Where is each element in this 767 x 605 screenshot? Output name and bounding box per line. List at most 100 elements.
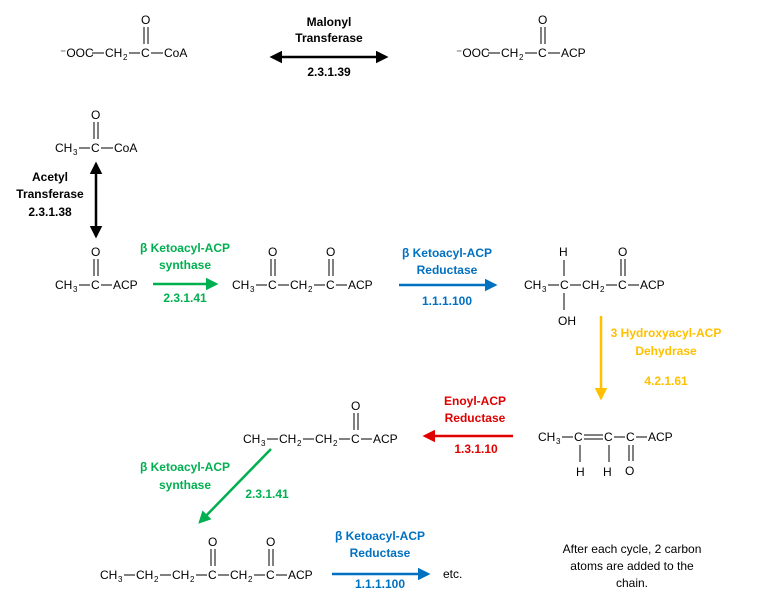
acp-group: ACP xyxy=(113,278,138,292)
enzyme-name: β Ketoacyl-ACP xyxy=(140,460,230,474)
ketoacyl-synthase-step-2: β Ketoacyl-ACP synthase 2.3.1.41 xyxy=(140,448,289,524)
hydroxyl-group: OH xyxy=(558,314,576,328)
ec-number: 2.3.1.41 xyxy=(245,487,289,501)
enzyme-name: Dehydrase xyxy=(635,344,697,358)
malonyl-coa-molecule: ⁻OOC CH 2 C CoA O xyxy=(60,13,187,62)
coa-group: CoA xyxy=(164,46,187,60)
methyl-group: CH xyxy=(55,141,72,155)
carbonyl-carbon: C xyxy=(618,278,627,292)
carbonyl-carbon: C xyxy=(626,430,635,444)
subscript: 2 xyxy=(154,575,159,584)
enzyme-name: β Ketoacyl-ACP xyxy=(335,529,425,543)
oxygen: O xyxy=(618,245,627,259)
subscript: 3 xyxy=(556,437,561,446)
methylene-group: CH xyxy=(136,568,153,582)
acp-group: ACP xyxy=(348,278,373,292)
cycle-note: After each cycle, 2 carbon atoms are add… xyxy=(563,542,702,590)
enzyme-name: Enoyl-ACP xyxy=(444,394,506,408)
ec-number: 2.3.1.41 xyxy=(163,291,207,305)
hydrogen: H xyxy=(559,245,568,259)
enzyme-name: β Ketoacyl-ACP xyxy=(402,246,492,260)
subscript: 2 xyxy=(333,439,338,448)
oxygen: O xyxy=(351,399,360,413)
enoyl-reductase-step: Enoyl-ACP Reductase 1.3.1.10 xyxy=(422,394,513,456)
hydroxyl-carbon: C xyxy=(560,278,569,292)
butyryl-acp-molecule: CH 3 CH 2 CH 2 C ACP O xyxy=(243,399,398,448)
hydrogen: H xyxy=(603,465,612,479)
oxygen: O xyxy=(625,464,634,478)
subscript: 3 xyxy=(542,285,547,294)
enoyl-acp-molecule: CH 3 C C C ACP H H O xyxy=(538,430,673,479)
methylene-group: CH xyxy=(315,432,332,446)
carboxylate-group: ⁻OOC xyxy=(456,46,490,60)
subscript: 3 xyxy=(118,575,123,584)
oxygen: O xyxy=(208,535,217,549)
methylene-group: CH xyxy=(582,278,599,292)
malonyl-acp-molecule: ⁻OOC CH 2 C ACP O xyxy=(456,13,586,62)
enzyme-name: synthase xyxy=(159,478,211,492)
subscript: 2 xyxy=(600,285,605,294)
oxygen: O xyxy=(141,13,150,27)
methylene-group: CH xyxy=(290,278,307,292)
acp-group: ACP xyxy=(640,278,665,292)
carbonyl-carbon: C xyxy=(326,278,335,292)
ec-number: 1.1.1.100 xyxy=(355,577,405,591)
enzyme-name: Reductase xyxy=(445,411,506,425)
carbonyl-carbon: C xyxy=(266,568,275,582)
note-line: atoms are added to the xyxy=(570,559,694,573)
oxygen: O xyxy=(538,13,547,27)
enzyme-name: β Ketoacyl-ACP xyxy=(140,241,230,255)
enzyme-name: Transferase xyxy=(16,187,84,201)
methylene-group: CH xyxy=(501,46,518,60)
ketoacyl-reductase-step-1: β Ketoacyl-ACP Reductase 1.1.1.100 xyxy=(399,246,498,308)
methyl-group: CH xyxy=(100,568,117,582)
enzyme-name: Malonyl xyxy=(307,15,352,29)
oxygen: O xyxy=(266,535,275,549)
acetyl-transferase-step: Acetyl Transferase 2.3.1.38 xyxy=(16,161,103,239)
alkene-carbon: C xyxy=(574,430,583,444)
enzyme-name: 3 Hydroxyacyl-ACP xyxy=(611,326,722,340)
etc-label: etc. xyxy=(443,567,462,581)
hydroxyacyl-acp-molecule: CH 3 C CH 2 C ACP H OH O xyxy=(524,245,665,328)
carbonyl-carbon: C xyxy=(538,46,547,60)
malonyl-transferase-step: Malonyl Transferase 2.3.1.39 xyxy=(269,15,389,79)
enzyme-name: Transferase xyxy=(295,31,363,45)
methylene-group: CH xyxy=(230,568,247,582)
carbonyl-carbon: C xyxy=(91,278,100,292)
subscript: 2 xyxy=(123,53,128,62)
hydroxyacyl-dehydrase-step: 3 Hydroxyacyl-ACP Dehydrase 4.2.1.61 xyxy=(594,316,722,401)
ketoacyl-reductase-step-2: β Ketoacyl-ACP Reductase 1.1.1.100 xyxy=(332,529,431,591)
methyl-group: CH xyxy=(524,278,541,292)
methylene-group: CH xyxy=(105,46,122,60)
methyl-group: CH xyxy=(538,430,555,444)
carbonyl-carbon: C xyxy=(351,432,360,446)
subscript: 2 xyxy=(190,575,195,584)
carboxylate-group: ⁻OOC xyxy=(60,46,94,60)
enzyme-name: Acetyl xyxy=(32,170,68,184)
enzyme-name: synthase xyxy=(159,258,211,272)
acp-group: ACP xyxy=(288,568,313,582)
hydrogen: H xyxy=(576,465,585,479)
methylene-group: CH xyxy=(172,568,189,582)
subscript: 2 xyxy=(297,439,302,448)
coa-group: CoA xyxy=(114,141,137,155)
subscript: 3 xyxy=(73,148,78,157)
methyl-group: CH xyxy=(243,432,260,446)
subscript: 3 xyxy=(73,285,78,294)
carbonyl-carbon: C xyxy=(91,141,100,155)
subscript: 3 xyxy=(250,285,255,294)
oxygen: O xyxy=(326,245,335,259)
alkene-carbon: C xyxy=(604,430,613,444)
oxygen: O xyxy=(91,108,100,122)
ketohexanoyl-acp-molecule: CH 3 CH 2 CH 2 C CH 2 C ACP O O xyxy=(100,535,313,584)
subscript: 3 xyxy=(261,439,266,448)
ec-number: 2.3.1.39 xyxy=(307,65,351,79)
subscript: 2 xyxy=(519,53,524,62)
carbonyl-carbon: C xyxy=(141,46,150,60)
note-line: chain. xyxy=(616,576,648,590)
carbonyl-carbon: C xyxy=(268,278,277,292)
oxygen: O xyxy=(91,245,100,259)
ec-number: 1.1.1.100 xyxy=(422,294,472,308)
